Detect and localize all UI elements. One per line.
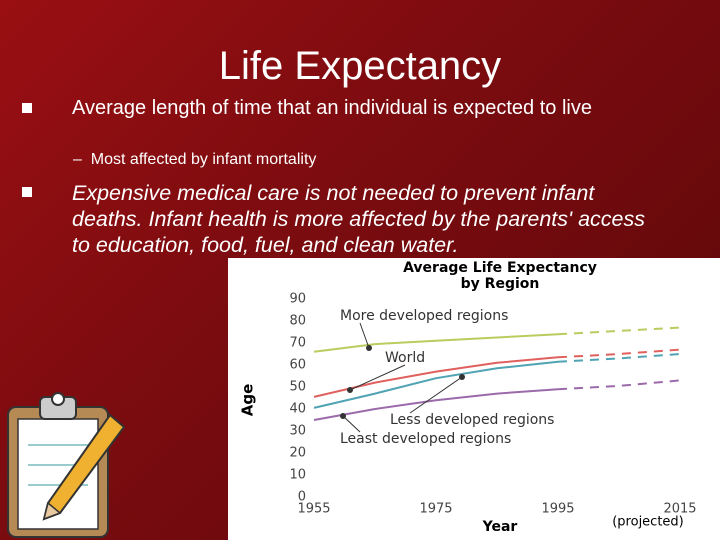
chart: Average Life Expectancy by Region Age Ye… <box>228 258 720 540</box>
y-tick-label: 90 <box>289 292 306 307</box>
bullet-marker <box>22 187 32 197</box>
leader-dot <box>366 345 372 351</box>
projected-line <box>557 379 681 391</box>
x-axis-label: Year <box>482 519 518 535</box>
y-tick-label: 10 <box>289 468 306 483</box>
series-label: World <box>385 350 425 366</box>
y-tick-label: 70 <box>289 336 306 351</box>
x-tick-label: 1975 <box>419 502 452 517</box>
y-tick-label: 0 <box>298 490 306 505</box>
leader-line <box>359 322 370 349</box>
bullet-text: Expensive medical care is not needed to … <box>72 181 645 257</box>
leader-dot <box>340 413 346 419</box>
sub-bullet: – Most affected by infant mortality <box>73 151 317 168</box>
series-line <box>313 388 559 421</box>
x-tick-label: 1995 <box>541 502 574 517</box>
series-line <box>313 360 559 409</box>
projected-line <box>557 353 681 363</box>
y-tick-label: 80 <box>289 314 306 329</box>
projected-line <box>557 348 681 359</box>
y-tick-label: 40 <box>289 402 306 417</box>
projected-line <box>557 326 681 336</box>
leader-line <box>342 415 361 433</box>
x-tick-label: 2015 <box>663 502 696 517</box>
leader-line <box>409 376 463 414</box>
series-label: More developed regions <box>340 308 508 324</box>
chart-background <box>228 258 720 540</box>
leader-dot <box>459 374 465 380</box>
series-line <box>313 333 559 353</box>
series-label: Less developed regions <box>390 412 554 428</box>
y-tick-label: 30 <box>289 424 306 439</box>
sub-bullet-text: Most affected by infant mortality <box>90 151 317 168</box>
bullet: Expensive medical care is not needed to … <box>22 180 662 258</box>
y-tick-label: 20 <box>289 446 306 461</box>
chart-title: Average Life Expectancy <box>403 260 597 276</box>
clipboard-icon <box>7 392 126 538</box>
y-tick-label: 50 <box>289 380 306 395</box>
y-axis-label: Age <box>239 384 257 417</box>
bullet-text: Average length of time that an individua… <box>72 97 592 119</box>
annotation: (projected) <box>612 515 684 530</box>
x-tick-label: 1955 <box>297 502 330 517</box>
chart-subtitle: by Region <box>461 276 540 292</box>
bullet: Average length of time that an individua… <box>22 96 672 120</box>
y-tick-label: 60 <box>289 358 306 373</box>
series-label: Least developed regions <box>340 431 511 447</box>
leader-dot <box>347 387 353 393</box>
bullet-marker <box>22 103 32 113</box>
leader-line <box>349 364 406 391</box>
slide-title: Life Expectancy <box>218 44 502 88</box>
